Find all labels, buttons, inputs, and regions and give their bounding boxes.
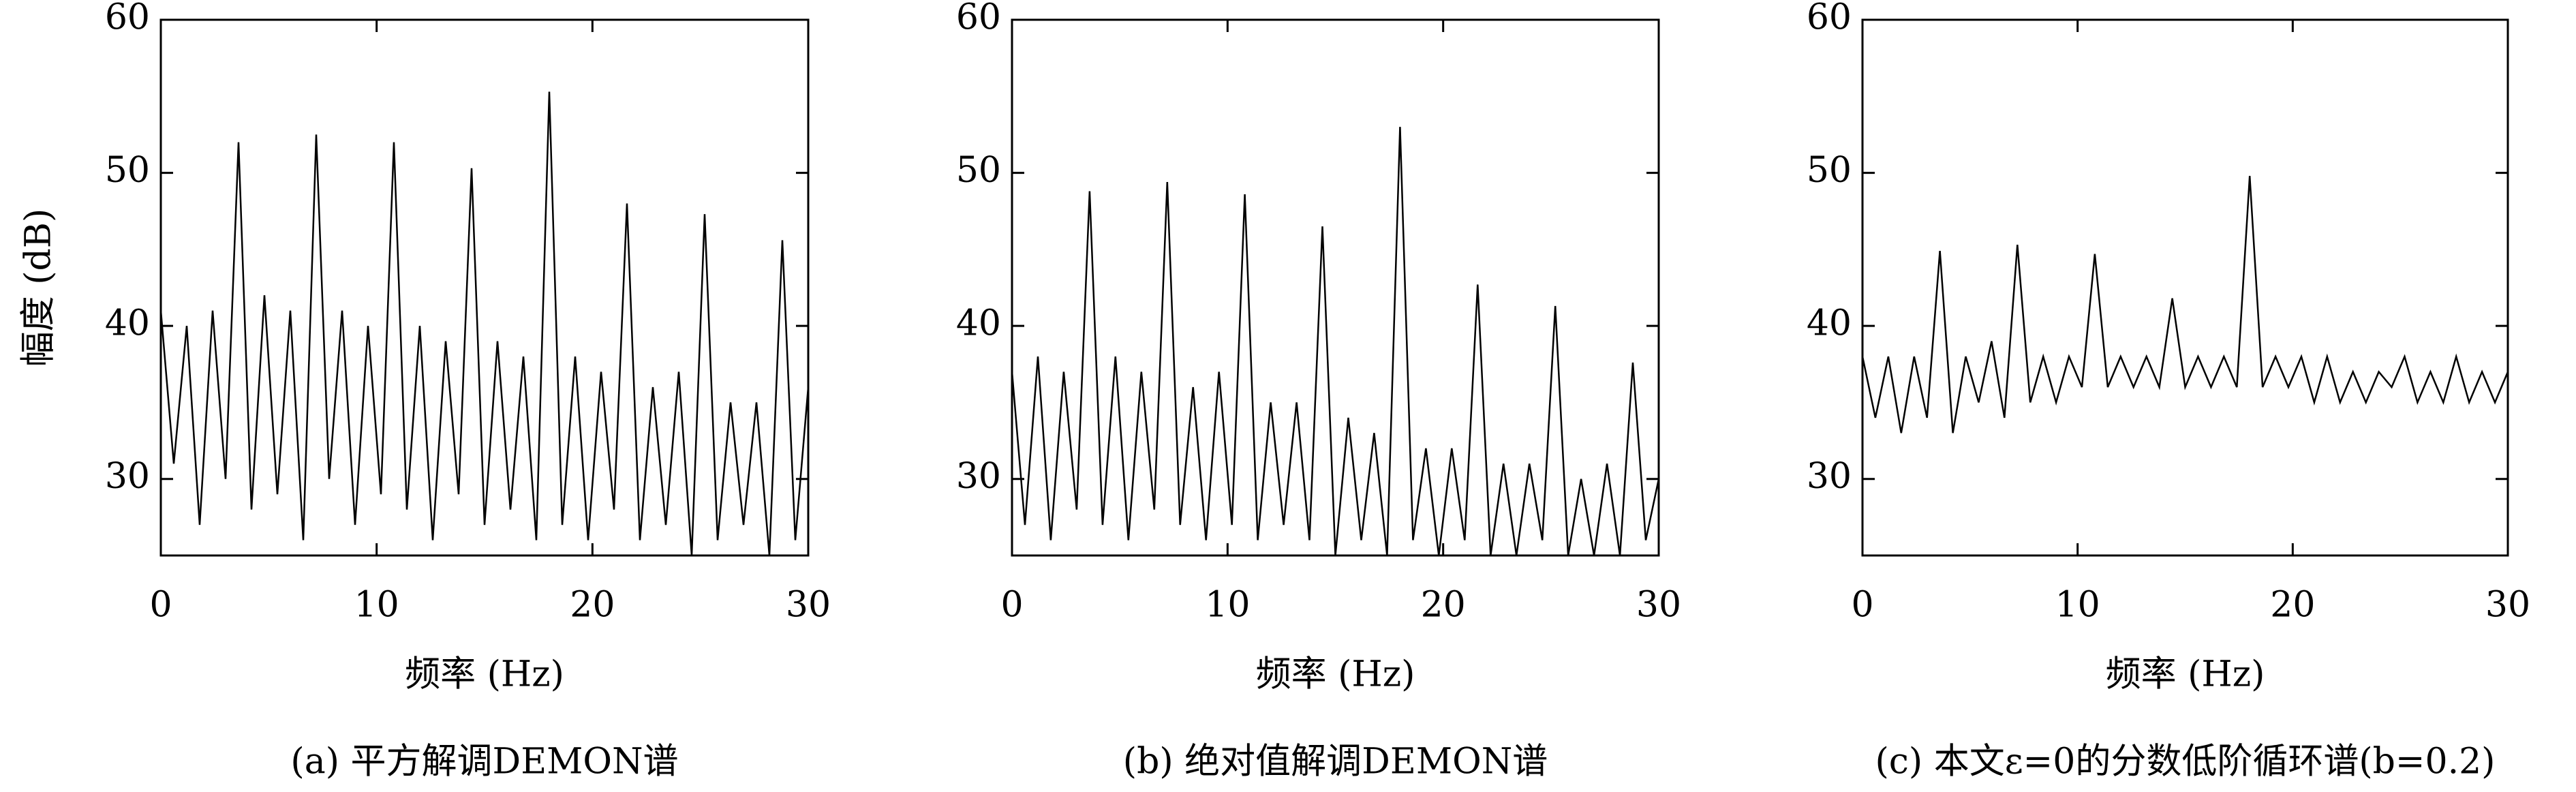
x-tick-label: 30 xyxy=(786,585,831,626)
x-tick-label: 30 xyxy=(1636,585,1681,626)
x-tick-label: 0 xyxy=(1851,585,1873,626)
x-tick-label: 20 xyxy=(2270,585,2315,626)
y-tick-label: 40 xyxy=(956,303,1001,344)
y-tick-label: 60 xyxy=(105,0,150,38)
y-tick-label: 50 xyxy=(105,150,150,191)
chart-panel: 30 40 50 60 0 10 20 30 频率 (Hz) (b) 绝对值解调DEMON谱 xyxy=(956,0,1681,782)
x-tick-label: 10 xyxy=(2055,585,2100,626)
y-tick-label: 30 xyxy=(956,456,1001,497)
data-line xyxy=(161,91,808,555)
x-tick-label: 20 xyxy=(570,585,615,626)
caption: (c) 本文ε=0的分数低阶循环谱(b=0.2) xyxy=(1875,742,2496,782)
y-tick-label: 30 xyxy=(105,456,150,497)
x-tick-label: 0 xyxy=(149,585,172,626)
x-axis-label: 频率 (Hz) xyxy=(2106,654,2265,695)
chart-panel: 30 40 50 60 0 10 20 30 频率 (Hz) (a) 平方解调DEMON谱 幅度 (… xyxy=(18,0,831,782)
x-tick-label: 10 xyxy=(1205,585,1250,626)
y-tick-label: 50 xyxy=(956,150,1001,191)
plot-frame xyxy=(1861,18,2509,557)
caption: (b) 绝对值解调DEMON谱 xyxy=(1123,742,1548,782)
caption: (a) 平方解调DEMON谱 xyxy=(290,742,678,782)
chart-panel: 30 40 50 60 0 10 20 30 频率 (Hz) (c) 本文ε=0的分数低阶循环谱(… xyxy=(1807,0,2530,782)
y-tick-label: 50 xyxy=(1807,150,1852,191)
data-line xyxy=(1862,176,2508,433)
x-tick-label: 20 xyxy=(1421,585,1466,626)
y-tick-label: 40 xyxy=(1807,303,1852,344)
x-axis-label: 频率 (Hz) xyxy=(405,654,564,695)
y-tick-label: 60 xyxy=(956,0,1001,38)
x-tick-label: 30 xyxy=(2485,585,2530,626)
x-tick-label: 10 xyxy=(354,585,399,626)
y-tick-label: 40 xyxy=(105,303,150,344)
data-line xyxy=(1012,127,1659,555)
x-axis-label: 频率 (Hz) xyxy=(1256,654,1415,695)
plot-frame xyxy=(1011,18,1660,557)
x-tick-label: 0 xyxy=(1000,585,1023,626)
plot-frame xyxy=(159,18,810,557)
y-tick-label: 60 xyxy=(1807,0,1852,38)
y-axis-label: 幅度 (dB) xyxy=(18,209,59,367)
y-tick-label: 30 xyxy=(1807,456,1852,497)
